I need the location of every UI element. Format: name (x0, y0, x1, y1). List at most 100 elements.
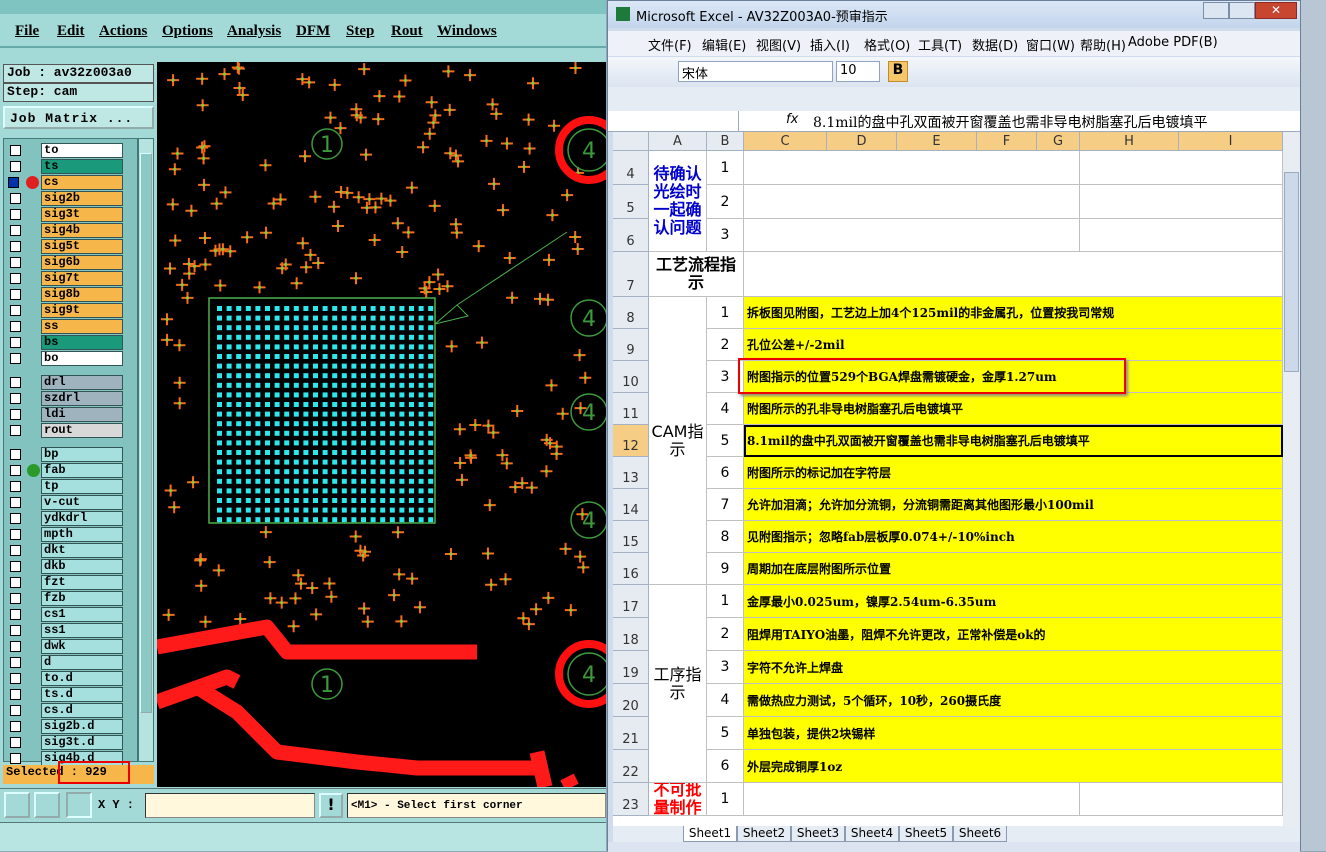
layer-name[interactable]: fab (41, 463, 123, 478)
menu-item[interactable]: DFM (296, 23, 331, 39)
layer-name[interactable]: cs (41, 175, 123, 190)
warn-button[interactable]: ! (319, 793, 343, 818)
layer-name[interactable]: ldi (41, 407, 123, 422)
bga-pad (217, 334, 222, 340)
layer-scrollbar[interactable] (138, 138, 154, 762)
bga-pad (284, 507, 290, 513)
layer-name[interactable]: drl (41, 375, 123, 390)
menu-item[interactable]: 窗口(W) (1026, 39, 1075, 54)
layer-name[interactable]: fzt (41, 575, 123, 590)
via-center (410, 577, 414, 581)
bga-pad (389, 325, 395, 331)
menu-item[interactable]: 视图(V) (756, 39, 802, 54)
row-header: 14 (613, 489, 649, 521)
menu-item[interactable]: Edit (57, 23, 85, 39)
menu-item[interactable]: Options (162, 23, 213, 39)
menu-item[interactable]: 工具(T) (918, 39, 963, 54)
layer-name[interactable]: fzb (41, 591, 123, 606)
tool-button[interactable] (4, 792, 30, 818)
layer-name[interactable]: to.d (41, 671, 123, 686)
bga-pad (313, 325, 318, 331)
layer-name[interactable]: sig2b.d (41, 719, 123, 734)
menu-item[interactable]: Windows (437, 23, 497, 39)
menu-item[interactable]: 格式(O) (864, 39, 911, 54)
menu-item[interactable]: Analysis (227, 23, 282, 39)
layer-name[interactable]: bo (41, 351, 123, 366)
layer-name[interactable]: sig9t (41, 303, 123, 318)
instruction-cell: 阻焊用TAIYO油墨，阻焊不允许更改，正常补偿是ok的 (744, 618, 1283, 651)
menu-item[interactable]: Step (346, 23, 375, 39)
bga-pad (245, 344, 251, 350)
layer-name[interactable]: tp (41, 479, 123, 494)
layer-name[interactable]: sig8b (41, 287, 123, 302)
bga-pad (380, 334, 386, 340)
maximize-button[interactable] (1229, 2, 1255, 19)
bga-pad (332, 517, 338, 523)
layer-name[interactable]: szdrl (41, 391, 123, 406)
layer-name[interactable]: sig6b (41, 255, 123, 270)
sheet-tab[interactable]: Sheet3 (791, 826, 845, 842)
layer-name[interactable]: dkt (41, 543, 123, 558)
bga-pad (226, 450, 232, 455)
layer-name[interactable]: sig3t.d (41, 735, 123, 750)
minimize-button[interactable] (1203, 2, 1229, 19)
layer-name[interactable]: cs1 (41, 607, 123, 622)
bold-button[interactable]: B (888, 61, 908, 82)
sheet-tab[interactable]: Sheet2 (737, 826, 791, 842)
layer-name[interactable]: v-cut (41, 495, 123, 510)
layer-name[interactable]: sig2b (41, 191, 123, 206)
font-name-box[interactable]: 宋体 (678, 61, 833, 82)
menu-item[interactable]: Rout (391, 23, 423, 39)
tool-button[interactable] (66, 792, 92, 818)
sheet-tab[interactable]: Sheet6 (953, 826, 1007, 842)
layer-name[interactable]: ydkdrl (41, 511, 123, 526)
layer-name[interactable]: bp (41, 447, 123, 462)
bga-pad (293, 325, 299, 331)
xy-input[interactable] (145, 793, 315, 818)
name-box[interactable] (614, 111, 739, 131)
bga-pad (399, 354, 405, 359)
layer-name[interactable]: sig7t (41, 271, 123, 286)
bga-pad (351, 392, 357, 398)
layer-name[interactable]: dkb (41, 559, 123, 574)
layer-name[interactable]: to (41, 143, 123, 158)
job-matrix-button[interactable]: Job Matrix ... (3, 106, 154, 129)
layer-name[interactable]: ts.d (41, 687, 123, 702)
menu-item[interactable]: Adobe PDF(B) (1128, 35, 1218, 50)
menu-item[interactable]: 文件(F) (648, 39, 692, 54)
layer-name[interactable]: ss (41, 319, 123, 334)
close-button[interactable]: ✕ (1255, 2, 1297, 19)
layer-name[interactable]: cs.d (41, 703, 123, 718)
layer-name[interactable]: bs (41, 335, 123, 350)
layer-name[interactable]: mpth (41, 527, 123, 542)
sheet-tab[interactable]: Sheet4 (845, 826, 899, 842)
layer-name[interactable]: rout (41, 423, 123, 438)
bga-pad (399, 478, 405, 484)
menu-item[interactable]: Actions (99, 23, 148, 39)
font-size-box[interactable]: 10 (836, 61, 880, 82)
bga-pad (313, 354, 318, 359)
layer-name[interactable]: ss1 (41, 623, 123, 638)
menu-item[interactable]: 帮助(H) (1080, 39, 1126, 54)
sheet-tab[interactable]: Sheet1 (683, 826, 737, 842)
layer-name[interactable]: dwk (41, 639, 123, 654)
layer-name[interactable]: d (41, 655, 123, 670)
vertical-scrollbar[interactable] (1283, 132, 1300, 826)
layer-checkbox (10, 657, 21, 668)
layer-name[interactable]: sig3t (41, 207, 123, 222)
bga-pad (322, 459, 328, 465)
menu-item[interactable]: File (15, 23, 40, 39)
bga-pad (389, 498, 395, 503)
menu-item[interactable]: 编辑(E) (702, 39, 747, 54)
menu-item[interactable]: 数据(D) (972, 39, 1019, 54)
bga-pad (293, 334, 299, 340)
via-center (423, 286, 427, 291)
sheet-tab[interactable]: Sheet5 (899, 826, 953, 842)
tool-button[interactable] (34, 792, 60, 818)
layer-name[interactable]: sig4b (41, 223, 123, 238)
menu-item[interactable]: 插入(I) (810, 39, 850, 54)
bga-pad (399, 430, 405, 436)
layer-name[interactable]: sig5t (41, 239, 123, 254)
layer-name[interactable]: ts (41, 159, 123, 174)
via-center (468, 73, 472, 77)
